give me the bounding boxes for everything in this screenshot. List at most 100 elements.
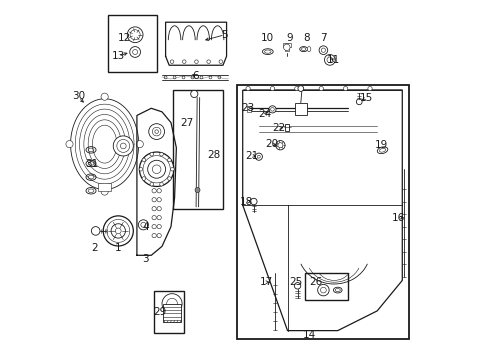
Bar (284, 43, 288, 51)
Circle shape (219, 60, 222, 63)
Circle shape (150, 152, 153, 156)
Bar (98, 183, 111, 191)
Circle shape (157, 198, 161, 202)
Circle shape (324, 54, 335, 65)
Bar (236, 85, 408, 338)
Ellipse shape (379, 148, 385, 152)
Text: 14: 14 (302, 330, 315, 340)
Circle shape (103, 216, 133, 246)
Ellipse shape (86, 147, 96, 153)
Circle shape (162, 294, 182, 314)
Circle shape (142, 158, 145, 162)
Bar (305, 273, 348, 300)
Text: 26: 26 (309, 277, 322, 287)
Text: 2: 2 (91, 243, 98, 253)
Text: 29: 29 (153, 307, 166, 317)
Circle shape (113, 136, 133, 156)
Circle shape (170, 60, 174, 63)
Circle shape (106, 220, 129, 242)
Text: 5: 5 (221, 30, 227, 40)
Text: 6: 6 (192, 71, 198, 81)
Circle shape (343, 86, 347, 91)
Ellipse shape (299, 46, 307, 51)
Circle shape (206, 60, 210, 63)
Circle shape (218, 76, 221, 79)
Ellipse shape (88, 162, 94, 165)
Ellipse shape (86, 188, 96, 194)
Circle shape (155, 130, 158, 134)
Text: 31: 31 (85, 159, 99, 169)
Circle shape (294, 86, 298, 91)
Text: 15: 15 (359, 93, 372, 103)
Circle shape (157, 233, 161, 238)
Text: 18: 18 (240, 197, 253, 207)
Circle shape (152, 233, 156, 238)
Circle shape (139, 167, 142, 171)
Text: 25: 25 (288, 277, 302, 287)
Circle shape (152, 207, 156, 211)
Circle shape (191, 76, 194, 79)
Circle shape (166, 298, 177, 309)
Circle shape (150, 183, 153, 186)
Circle shape (66, 140, 73, 148)
Circle shape (320, 287, 325, 293)
Ellipse shape (88, 189, 94, 193)
Circle shape (270, 86, 274, 91)
Ellipse shape (88, 148, 94, 152)
Circle shape (132, 49, 137, 54)
Text: 22: 22 (271, 123, 285, 133)
Circle shape (195, 188, 200, 193)
Text: 20: 20 (264, 139, 277, 149)
Ellipse shape (86, 174, 96, 180)
Text: 21: 21 (244, 150, 258, 161)
Circle shape (208, 76, 211, 79)
Circle shape (101, 188, 108, 195)
Circle shape (152, 165, 161, 174)
Circle shape (101, 93, 108, 100)
Ellipse shape (264, 50, 270, 53)
Bar (285, 124, 288, 131)
Circle shape (319, 46, 327, 54)
Circle shape (245, 86, 250, 91)
Bar (282, 43, 290, 46)
Circle shape (139, 152, 174, 186)
Circle shape (138, 220, 148, 230)
Text: 16: 16 (391, 213, 405, 222)
Circle shape (157, 207, 161, 211)
Circle shape (268, 106, 276, 113)
Ellipse shape (86, 160, 96, 167)
Text: 28: 28 (207, 150, 220, 160)
Text: 9: 9 (285, 33, 292, 43)
Circle shape (317, 284, 328, 296)
Circle shape (294, 283, 300, 289)
Circle shape (157, 189, 161, 193)
Circle shape (319, 86, 323, 91)
Circle shape (136, 140, 143, 148)
Circle shape (173, 76, 176, 79)
Circle shape (142, 156, 170, 183)
Ellipse shape (88, 175, 94, 179)
Circle shape (194, 60, 198, 63)
Ellipse shape (301, 48, 305, 50)
Circle shape (297, 86, 303, 91)
Circle shape (250, 198, 257, 205)
Circle shape (283, 44, 289, 50)
Text: 12: 12 (118, 33, 131, 43)
Circle shape (182, 60, 185, 63)
Bar (163, 304, 181, 321)
Bar (107, 15, 156, 72)
Circle shape (130, 30, 140, 40)
Ellipse shape (333, 287, 341, 293)
Ellipse shape (335, 288, 340, 292)
Circle shape (367, 86, 371, 91)
Circle shape (200, 76, 203, 79)
Circle shape (147, 160, 165, 178)
Circle shape (152, 225, 156, 229)
Circle shape (160, 152, 163, 156)
Text: 4: 4 (142, 222, 149, 231)
Text: 7: 7 (320, 33, 326, 43)
Ellipse shape (377, 147, 387, 154)
Circle shape (117, 139, 129, 152)
Ellipse shape (262, 49, 273, 54)
Text: 1: 1 (115, 243, 122, 253)
